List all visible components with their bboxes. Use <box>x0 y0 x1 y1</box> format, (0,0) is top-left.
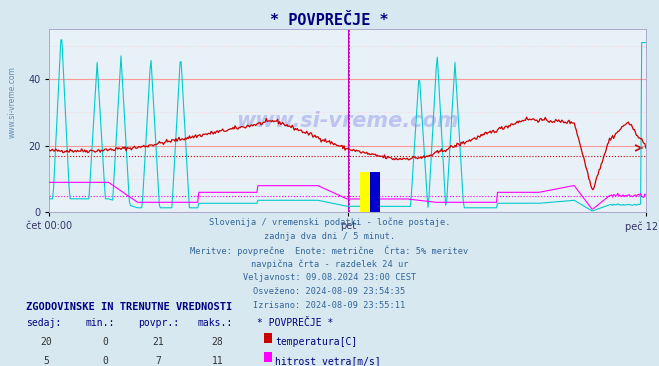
Text: 0: 0 <box>103 337 108 347</box>
Text: 7: 7 <box>156 356 161 366</box>
Text: * POVPREČJE *: * POVPREČJE * <box>257 318 333 328</box>
Text: povpr.:: povpr.: <box>138 318 179 328</box>
Text: temperatura[C]: temperatura[C] <box>275 337 358 347</box>
Text: ZGODOVINSKE IN TRENUTNE VREDNOSTI: ZGODOVINSKE IN TRENUTNE VREDNOSTI <box>26 302 233 312</box>
Text: Slovenija / vremenski podatki - ločne postaje.: Slovenija / vremenski podatki - ločne po… <box>209 218 450 227</box>
Text: 5: 5 <box>43 356 49 366</box>
Text: 21: 21 <box>152 337 164 347</box>
Text: 20: 20 <box>40 337 52 347</box>
Text: zadnja dva dni / 5 minut.: zadnja dva dni / 5 minut. <box>264 232 395 241</box>
Text: maks.:: maks.: <box>198 318 233 328</box>
Text: www.si-vreme.com: www.si-vreme.com <box>237 111 459 131</box>
Text: Izrisano: 2024-08-09 23:55:11: Izrisano: 2024-08-09 23:55:11 <box>253 301 406 310</box>
Text: hitrost vetra[m/s]: hitrost vetra[m/s] <box>275 356 381 366</box>
Bar <box>360 172 370 212</box>
Text: Meritve: povprečne  Enote: metrične  Črta: 5% meritev: Meritve: povprečne Enote: metrične Črta:… <box>190 246 469 256</box>
Text: Osveženo: 2024-08-09 23:54:35: Osveženo: 2024-08-09 23:54:35 <box>253 287 406 296</box>
Text: sedaj:: sedaj: <box>26 318 61 328</box>
Text: 0: 0 <box>103 356 108 366</box>
Text: * POVPREČJE *: * POVPREČJE * <box>270 13 389 28</box>
Text: Veljavnost: 09.08.2024 23:00 CEST: Veljavnost: 09.08.2024 23:00 CEST <box>243 273 416 283</box>
Text: navpična črta - razdelek 24 ur: navpična črta - razdelek 24 ur <box>251 259 408 269</box>
Bar <box>370 172 380 212</box>
Text: www.si-vreme.com: www.si-vreme.com <box>8 67 17 138</box>
Text: 28: 28 <box>212 337 223 347</box>
Text: 11: 11 <box>212 356 223 366</box>
Text: min.:: min.: <box>86 318 115 328</box>
